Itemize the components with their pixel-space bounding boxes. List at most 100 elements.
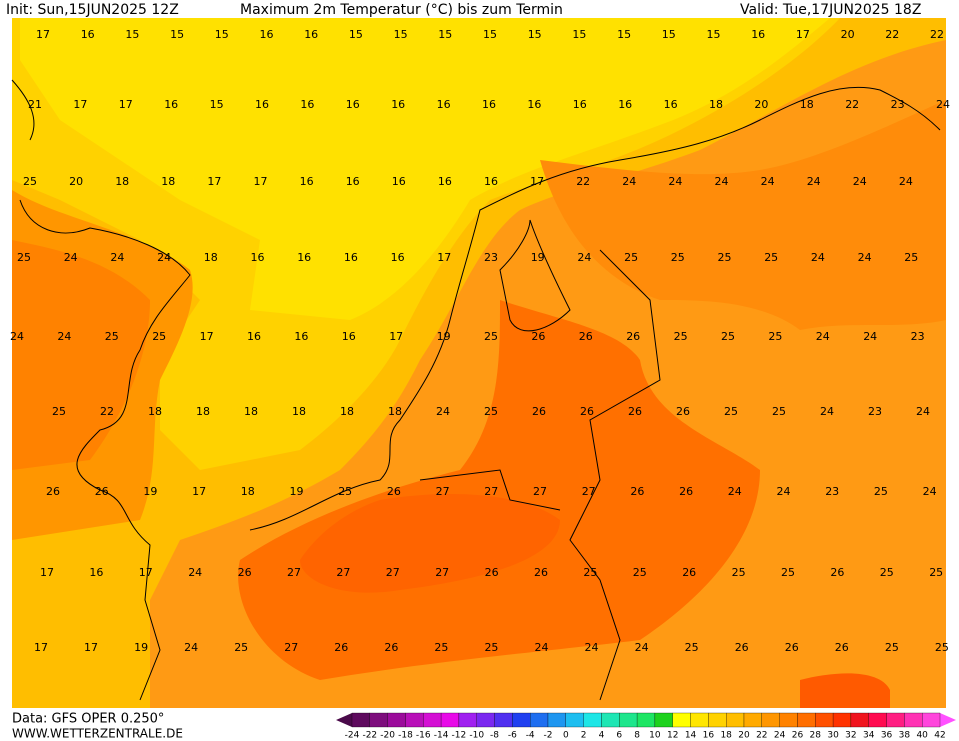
map-background [12,18,946,708]
temperature-label: 26 [785,641,799,654]
colorbar-swatch [583,712,602,728]
temperature-label: 16 [664,98,678,111]
colorbar-swatch [601,712,620,728]
colorbar-tick-label: -20 [380,731,395,741]
temperature-label: 16 [618,98,632,111]
temperature-label: 15 [394,28,408,41]
temperature-label: 25 [904,251,918,264]
colorbar-tick-label: 16 [703,731,715,741]
temperature-label: 25 [484,330,498,343]
temperature-label: 26 [485,566,499,579]
colorbar-swatch [636,712,656,728]
temperature-label: 24 [10,330,24,343]
temperature-label: 16 [392,175,406,188]
temperature-label: 16 [247,330,261,343]
temperature-label: 18 [292,405,306,418]
temperature-label: 25 [52,405,66,418]
temperature-label: 19 [531,251,545,264]
temperature-label: 22 [885,28,899,41]
temperature-label: 24 [811,251,825,264]
temperature-label: 27 [386,566,400,579]
temperature-label: 27 [582,485,596,498]
colorbar-tick-label: 0 [563,731,569,741]
temperature-label: 15 [125,28,139,41]
colorbar: -24 -22 -20 -18 -16 -14 -12 -10 -8 -6 -4 -2 0 2 4 6 8 10 1… [336,712,956,741]
colorbar-swatch [726,712,745,728]
temperature-label: 25 [772,405,786,418]
data-source: Data: GFS OPER 0.250° [12,712,164,727]
temperature-label: 19 [134,641,148,654]
temperature-label: 24 [184,641,198,654]
temperature-label: 26 [735,641,749,654]
temperature-label: 16 [342,330,356,343]
colorbar-swatch [690,712,709,728]
colorbar-tick-label: -10 [469,731,484,741]
temperature-label: 24 [816,330,830,343]
temperature-label: 16 [297,251,311,264]
colorbar-swatch [672,712,691,728]
temperature-label: 17 [207,175,221,188]
temperature-label: 26 [835,641,849,654]
temperature-label: 25 [23,175,37,188]
colorbar-swatch [850,712,869,728]
temperature-label: 22 [930,28,944,41]
colorbar-swatch [351,712,370,728]
temperature-label: 25 [685,641,699,654]
temperature-label: 23 [484,251,498,264]
temperature-label: 18 [388,405,402,418]
colorbar-tick-label: 4 [599,731,605,741]
temperature-label: 18 [148,405,162,418]
temperature-label: 25 [764,251,778,264]
colorbar-swatch [547,712,566,728]
colorbar-tick-label: 6 [616,731,622,741]
colorbar-swatch [654,712,673,728]
colorbar-tick-label: 34 [863,731,875,741]
colorbar-tick-label: 14 [685,731,697,741]
temperature-label: 24 [188,566,202,579]
temperature-label: 20 [841,28,855,41]
temperature-label: 18 [340,405,354,418]
temperature-label: 15 [528,28,542,41]
temperature-label: 24 [585,641,599,654]
temperature-label: 19 [290,485,304,498]
colorbar-tick-label: -2 [544,731,553,741]
temperature-label: 25 [484,405,498,418]
site: WWW.WETTERZENTRALE.DE [12,727,183,741]
temperature-label: 19 [437,330,451,343]
temperature-label: 15 [215,28,229,41]
temperature-label: 26 [387,485,401,498]
temperature-label: 18 [709,98,723,111]
temperature-label: 24 [728,485,742,498]
temperature-label: 26 [628,405,642,418]
temperature-label: 18 [241,485,255,498]
temperature-values: 17 16 15 15 15 16 16 15 15 15 15 15 15 15 15 15 16 17 20 22… [10,28,950,654]
temperature-label: 25 [624,251,638,264]
temperature-label: 17 [139,566,153,579]
temperature-label: 20 [69,175,83,188]
colorbar-tick-label: 28 [810,731,822,741]
temperature-label: 17 [389,330,403,343]
colorbar-tick-label: 38 [899,731,911,741]
temperature-label: 17 [119,98,133,111]
temperature-label: 25 [674,330,688,343]
colorbar-tick-label: 8 [634,731,640,741]
temperature-label: 24 [807,175,821,188]
temperature-label: 25 [768,330,782,343]
temperature-label: 15 [349,28,363,41]
temperature-label: 24 [853,175,867,188]
colorbar-tick-label: 36 [881,731,893,741]
colorbar-swatch [530,712,549,728]
temperature-label: 25 [583,566,597,579]
temperature-label: 24 [936,98,950,111]
temperature-label: 16 [294,330,308,343]
colorbar-tick-label: -6 [508,731,517,741]
temperature-label: 19 [143,485,157,498]
colorbar-swatch [619,712,638,728]
chart-title: Maximum 2m Temperatur (°C) bis zum Termi… [240,2,563,18]
temperature-label: 16 [344,251,358,264]
temperature-label: 16 [255,98,269,111]
temperature-label: 22 [100,405,114,418]
temperature-label: 26 [384,641,398,654]
colorbar-tick-label: 42 [934,731,945,741]
